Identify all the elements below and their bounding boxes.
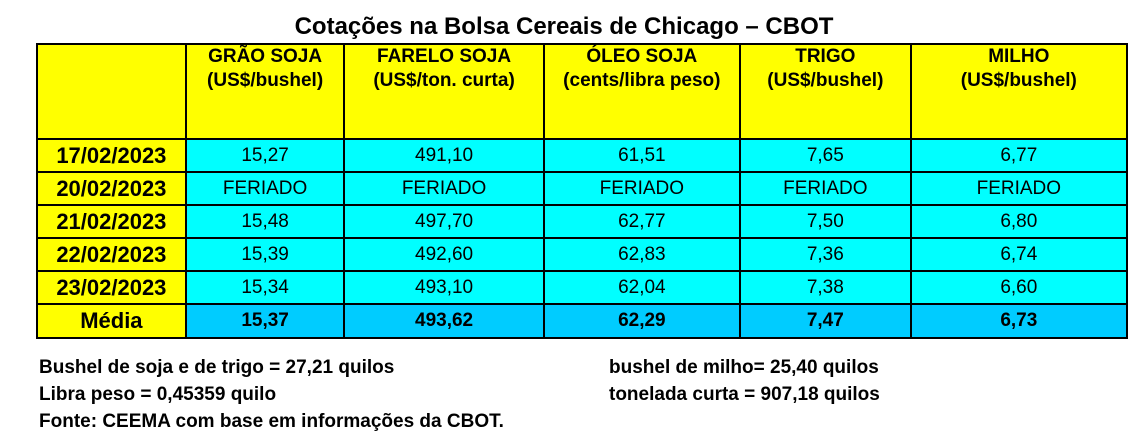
note-bushel-soja-trigo: Bushel de soja e de trigo = 27,21 quilos [39, 357, 395, 378]
table-cell: 7,50 [739, 204, 912, 239]
table-row: 17/02/2023 15,27 491,10 61,51 7,65 6,77 [36, 138, 1128, 173]
table-row: 21/02/2023 15,48 497,70 62,77 7,50 6,80 [36, 204, 1128, 239]
table-cell: 61,51 [542, 138, 742, 173]
table-cell: 6,60 [909, 270, 1128, 305]
table-cell: FERIADO [909, 171, 1128, 206]
quotes-table: GRÃO SOJA (US$/bushel) FARELO SOJA (US$/… [36, 43, 1128, 339]
table-cell: FERIADO [542, 171, 742, 206]
header-row: GRÃO SOJA (US$/bushel) FARELO SOJA (US$/… [36, 43, 1128, 140]
row-date: 17/02/2023 [36, 138, 187, 173]
note-libra-peso: Libra peso = 0,45359 quilo [39, 384, 277, 405]
column-name: MILHO [988, 46, 1050, 67]
table-cell: 62,04 [542, 270, 742, 305]
table-cell: 62,83 [542, 237, 742, 272]
table-cell: 492,60 [343, 237, 545, 272]
column-header-oleo-soja: ÓLEO SOJA (cents/libra peso) [542, 43, 742, 140]
table-cell: 15,27 [184, 138, 346, 173]
note-tonelada-curta: tonelada curta = 907,18 quilos [609, 384, 880, 405]
row-date: 20/02/2023 [36, 171, 187, 206]
table-cell: 491,10 [343, 138, 545, 173]
column-header-grao-soja: GRÃO SOJA (US$/bushel) [184, 43, 346, 140]
table-cell: 15,34 [184, 270, 346, 305]
table-cell: 15,48 [184, 204, 346, 239]
note-bushel-milho: bushel de milho= 25,40 quilos [609, 357, 879, 378]
table-cell: 7,36 [739, 237, 912, 272]
source-note: Fonte: CEEMA com base em informações da … [39, 411, 504, 432]
table-cell: 6,80 [909, 204, 1128, 239]
average-label: Média [36, 303, 187, 339]
table-cell: 6,74 [909, 237, 1128, 272]
table-cell: 15,39 [184, 237, 346, 272]
average-cell: 62,29 [542, 303, 742, 339]
column-header-milho: MILHO (US$/bushel) [909, 43, 1128, 140]
table-cell: 7,38 [739, 270, 912, 305]
table-cell: FERIADO [739, 171, 912, 206]
table-cell: 497,70 [343, 204, 545, 239]
row-date: 21/02/2023 [36, 204, 187, 239]
table-cell: 7,65 [739, 138, 912, 173]
table-row: 22/02/2023 15,39 492,60 62,83 7,36 6,74 [36, 237, 1128, 272]
column-name: FARELO SOJA [377, 46, 512, 67]
corner-cell [36, 43, 187, 140]
page-title: Cotações na Bolsa Cereais de Chicago – C… [294, 13, 834, 40]
column-unit: (US$/bushel) [207, 70, 324, 91]
table-cell: FERIADO [343, 171, 545, 206]
row-date: 22/02/2023 [36, 237, 187, 272]
row-date: 23/02/2023 [36, 270, 187, 305]
table-cell: 493,10 [343, 270, 545, 305]
average-cell: 6,73 [909, 303, 1128, 339]
column-unit: (US$/bushel) [767, 70, 884, 91]
column-unit: (cents/libra peso) [563, 70, 721, 91]
column-name: ÓLEO SOJA [586, 46, 698, 67]
column-unit: (US$/ton. curta) [373, 70, 515, 91]
average-cell: 15,37 [184, 303, 346, 339]
column-name: GRÃO SOJA [208, 46, 323, 67]
column-unit: (US$/bushel) [960, 70, 1077, 91]
table-cell: FERIADO [184, 171, 346, 206]
table-row: 20/02/2023 FERIADO FERIADO FERIADO FERIA… [36, 171, 1128, 206]
column-header-farelo-soja: FARELO SOJA (US$/ton. curta) [343, 43, 545, 140]
column-header-trigo: TRIGO (US$/bushel) [739, 43, 912, 140]
table-row: 23/02/2023 15,34 493,10 62,04 7,38 6,60 [36, 270, 1128, 305]
table-cell: 6,77 [909, 138, 1128, 173]
table-cell: 62,77 [542, 204, 742, 239]
column-name: TRIGO [795, 46, 856, 67]
average-cell: 493,62 [343, 303, 545, 339]
average-row: Média 15,37 493,62 62,29 7,47 6,73 [36, 303, 1128, 339]
average-cell: 7,47 [739, 303, 912, 339]
